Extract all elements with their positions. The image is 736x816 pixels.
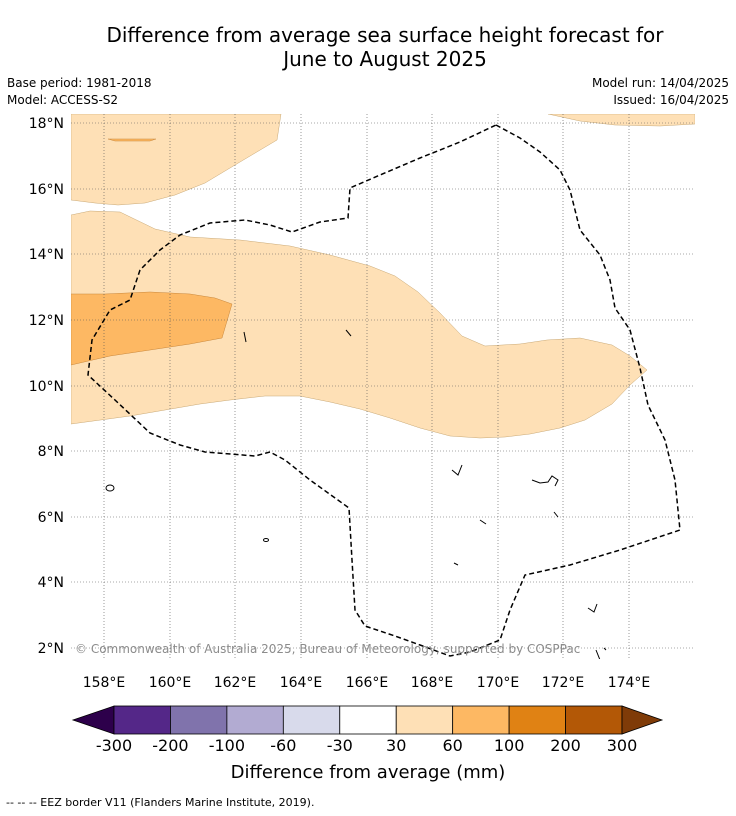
- colorbar-tick-label: -200: [152, 736, 188, 755]
- anomaly-region-north-east: [547, 114, 695, 127]
- colorbar-segment: [170, 705, 228, 735]
- colorbar-segment: [113, 705, 171, 735]
- islands: [105, 329, 607, 659]
- anomaly-region-north-west: [71, 114, 282, 206]
- colorbar-segment: [226, 705, 284, 735]
- lon-label: 162°E: [214, 675, 257, 691]
- colorbar-tick-label: -60: [270, 736, 296, 755]
- colorbar-extend-right: [621, 705, 664, 735]
- colorbar-label: Difference from average (mm): [231, 762, 506, 783]
- lon-label: 158°E: [83, 675, 126, 691]
- lon-label: 172°E: [542, 675, 585, 691]
- model-name: Model: ACCESS-S2: [7, 93, 119, 107]
- colorbar-tick-label: 30: [386, 736, 406, 755]
- colorbar-tick-label: 100: [494, 736, 525, 755]
- colorbar-tick-label: 300: [607, 736, 638, 755]
- colorbar-segment: [508, 705, 566, 735]
- eez-border: [87, 124, 681, 657]
- colorbar-segment: [339, 705, 397, 735]
- longitude-labels: 158°E 160°E 162°E 164°E 166°E 168°E 170°…: [83, 675, 651, 691]
- lat-label: 2°N: [38, 641, 64, 657]
- latitude-labels: 18°N 16°N 14°N 12°N 10°N 8°N 6°N 4°N 2°N: [29, 116, 64, 657]
- colorbar-segment: [282, 705, 341, 735]
- model-run: Model run: 14/04/2025: [591, 76, 729, 90]
- lat-label: 14°N: [29, 247, 64, 263]
- graticule: [71, 114, 695, 659]
- lon-label: 160°E: [149, 675, 192, 691]
- colorbar: -300 -200 -100 -60 -30 30 60 100 200 300: [71, 705, 664, 755]
- base-period: Base period: 1981-2018: [7, 76, 152, 90]
- lon-label: 168°E: [411, 675, 454, 691]
- eez-legend-note: -- -- -- EEZ border V11 (Flanders Marine…: [6, 796, 315, 809]
- lat-label: 12°N: [29, 313, 64, 329]
- colorbar-segment: [395, 705, 454, 735]
- lat-label: 16°N: [29, 182, 64, 198]
- lon-label: 170°E: [477, 675, 520, 691]
- anomaly-small-patch: [107, 138, 157, 142]
- colorbar-tick-label: -300: [96, 736, 132, 755]
- lon-label: 174°E: [608, 675, 651, 691]
- colorbar-tick-label: -30: [327, 736, 353, 755]
- colorbar-tick-label: 60: [442, 736, 462, 755]
- colorbar-segment: [452, 705, 510, 735]
- anomaly-region-60-100: [71, 291, 233, 366]
- anomaly-region-30-60: [71, 210, 648, 439]
- copyright-notice: © Commonwealth of Australia 2025, Bureau…: [75, 642, 580, 656]
- title-line-2: June to August 2025: [283, 47, 487, 71]
- colorbar-segment: [565, 705, 623, 735]
- lat-label: 10°N: [29, 379, 64, 395]
- lat-label: 18°N: [29, 116, 64, 132]
- lat-label: 4°N: [38, 575, 64, 591]
- colorbar-extend-left: [71, 705, 115, 735]
- lat-label: 8°N: [38, 444, 64, 460]
- colorbar-tick-label: -100: [209, 736, 245, 755]
- map-area: [71, 114, 695, 659]
- lon-label: 164°E: [280, 675, 323, 691]
- lat-label: 6°N: [38, 510, 64, 526]
- colorbar-tick-label: 200: [550, 736, 581, 755]
- lon-label: 166°E: [346, 675, 389, 691]
- issued-date: Issued: 16/04/2025: [613, 93, 729, 107]
- title-line-1: Difference from average sea surface heig…: [106, 23, 664, 47]
